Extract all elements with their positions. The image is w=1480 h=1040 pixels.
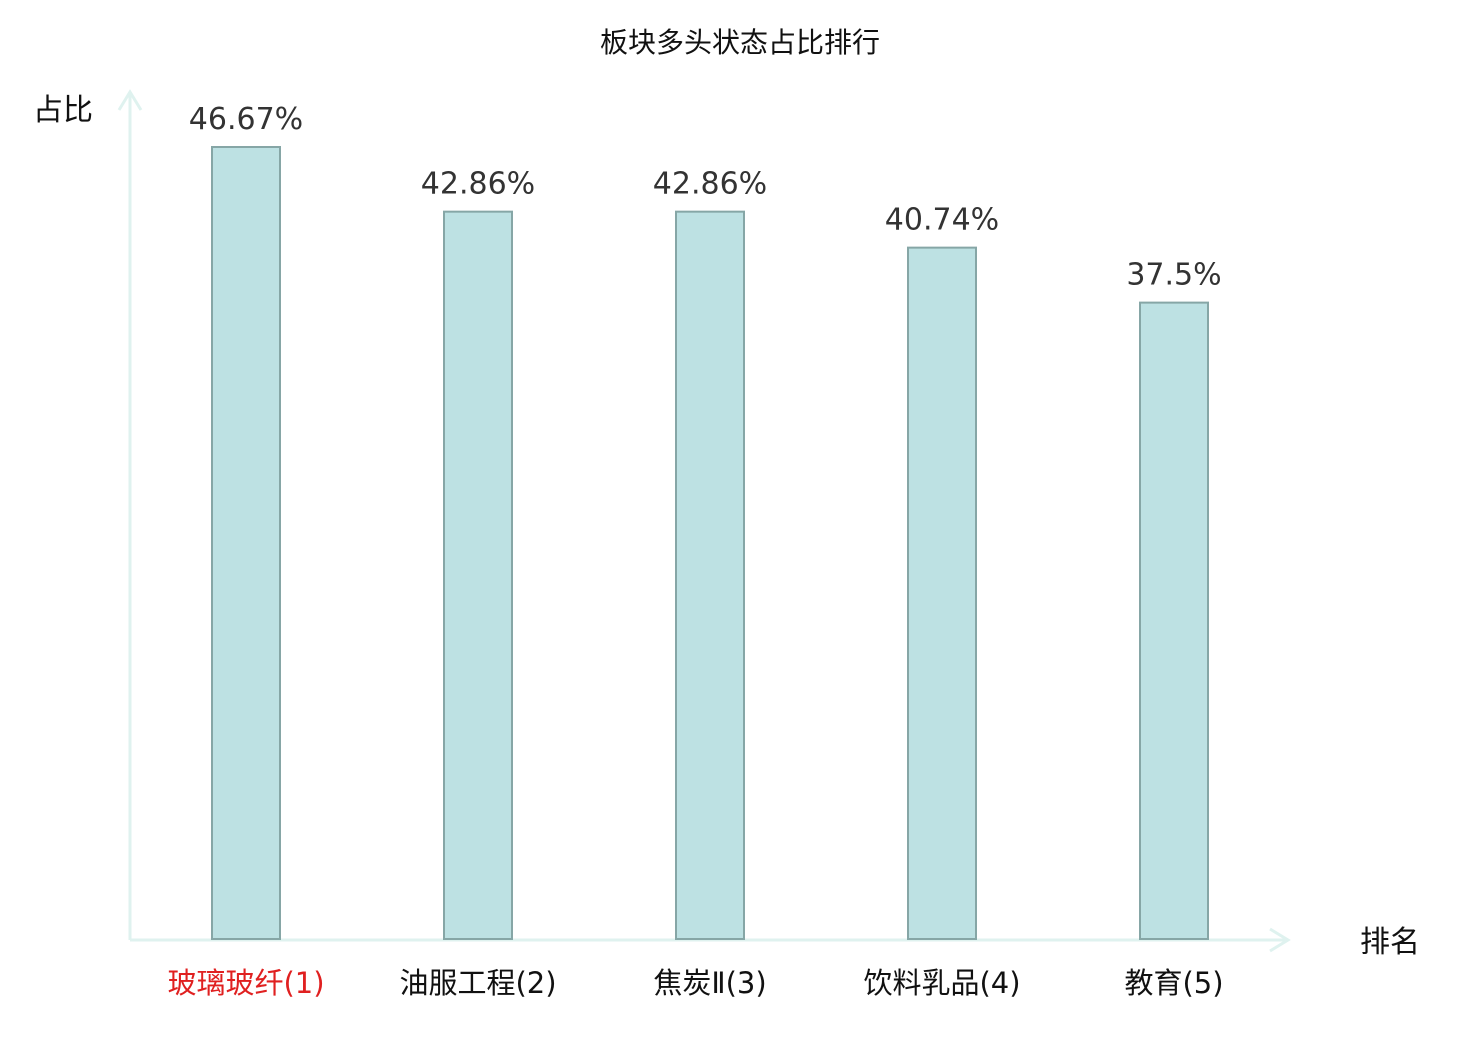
x-axis-arrow-icon bbox=[1269, 927, 1291, 953]
bar-1 bbox=[211, 146, 281, 940]
value-label-1: 46.67% bbox=[189, 102, 303, 137]
value-label-2: 42.86% bbox=[421, 167, 535, 202]
y-axis-arrow-icon bbox=[117, 89, 143, 111]
category-label-1: 玻璃玻纤(1) bbox=[167, 966, 324, 1000]
value-labels-group: 46.67% 42.86% 42.86% 40.74% 37.5% bbox=[189, 102, 1222, 293]
y-axis-label: 占比 bbox=[33, 93, 93, 128]
bars-group bbox=[211, 146, 1209, 941]
category-label-4: 饮料乳品(4) bbox=[863, 966, 1020, 1000]
value-label-4: 40.74% bbox=[885, 203, 999, 238]
category-label-5: 教育(5) bbox=[1124, 966, 1223, 1000]
category-labels-group: 玻璃玻纤(1) 油服工程(2) 焦炭Ⅱ(3) 饮料乳品(4) 教育(5) bbox=[167, 966, 1223, 1000]
bar-2 bbox=[443, 210, 513, 941]
value-label-3: 42.86% bbox=[653, 167, 767, 202]
chart-title: 板块多头状态占比排行 bbox=[600, 26, 880, 59]
bar-5 bbox=[1139, 301, 1209, 940]
bar-4 bbox=[907, 246, 977, 941]
value-label-5: 37.5% bbox=[1126, 258, 1221, 293]
bar-3 bbox=[675, 210, 745, 941]
category-label-3: 焦炭Ⅱ(3) bbox=[653, 966, 766, 1000]
x-axis-label: 排名 bbox=[1360, 925, 1420, 960]
category-label-2: 油服工程(2) bbox=[399, 966, 556, 1000]
